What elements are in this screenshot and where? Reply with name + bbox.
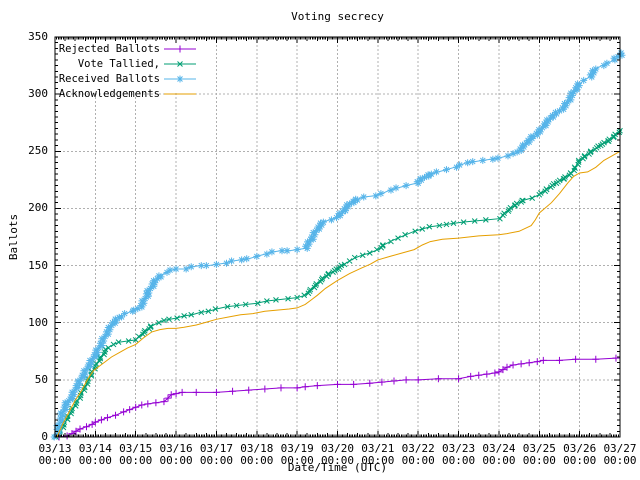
x-tick-date-label: 03/19 [280,442,314,455]
y-tick-label: 350 [28,30,48,43]
x-tick-date-label: 03/17 [199,442,233,455]
y-tick-label: 0 [41,430,48,443]
y-tick-label: 100 [28,315,48,329]
x-tick-date-label: 03/22 [401,442,435,455]
x-tick-time-label: 00:00 [78,454,112,467]
x-axis-label: Date/Time (UTC) [287,461,388,474]
x-tick-date-label: 03/14 [78,442,112,455]
x-tick-time-label: 00:00 [522,454,556,467]
y-tick-label: 250 [28,144,48,158]
x-tick-date-label: 03/15 [119,442,153,455]
x-tick-time-label: 00:00 [199,454,233,467]
x-tick-time-label: 00:00 [442,454,476,467]
chart-title: Voting secrecy [291,10,384,23]
x-tick-date-label: 03/26 [563,442,597,455]
legend-label-vote-tallied: Vote Tallied, [77,58,160,70]
x-tick-date-label: 03/13 [38,442,72,455]
legend-label-rejected-ballots: Rejected Ballots [58,43,160,55]
series-received-ballots [50,49,626,441]
x-tick-time-label: 00:00 [361,454,395,467]
x-tick-time-label: 00:00 [563,454,597,467]
series-vote-tallied [53,127,623,440]
series-acknowledgements [56,150,621,438]
x-tick-time-label: 00:00 [159,454,193,467]
y-tick-label: 300 [28,87,48,101]
y-tick-label: 50 [34,372,48,386]
axis-ticks [54,36,621,438]
x-tick-time-label: 00:00 [603,454,637,467]
x-tick-time-label: 00:00 [119,454,153,467]
x-tick-time-label: 00:00 [280,454,314,467]
x-tick-date-label: 03/25 [522,442,556,455]
y-axis-label: Ballots [7,213,20,261]
x-tick-date-label: 03/16 [159,442,193,455]
x-tick-date-label: 03/20 [320,442,355,455]
legend-label-acknowledgements: Acknowledgements [58,88,160,100]
x-tick-date-label: 03/24 [482,442,516,455]
gridlines [55,37,620,437]
x-tick-date-label: 03/21 [361,442,395,455]
x-tick-time-label: 00:00 [401,454,435,467]
y-tick-label: 200 [28,201,48,215]
legend-samples [164,45,196,95]
x-tick-time-label: 00:00 [320,454,355,467]
y-tick-label: 150 [28,258,48,272]
x-tick-date-label: 03/23 [442,442,476,455]
legend-label-received-ballots: Received Ballots [58,73,160,85]
x-tick-time-label: 00:00 [240,454,274,467]
x-tick-date-label: 03/18 [240,442,274,455]
x-tick-date-label: 03/27 [603,442,637,455]
x-tick-time-label: 00:00 [38,454,72,467]
x-tick-time-label: 00:00 [482,454,516,467]
